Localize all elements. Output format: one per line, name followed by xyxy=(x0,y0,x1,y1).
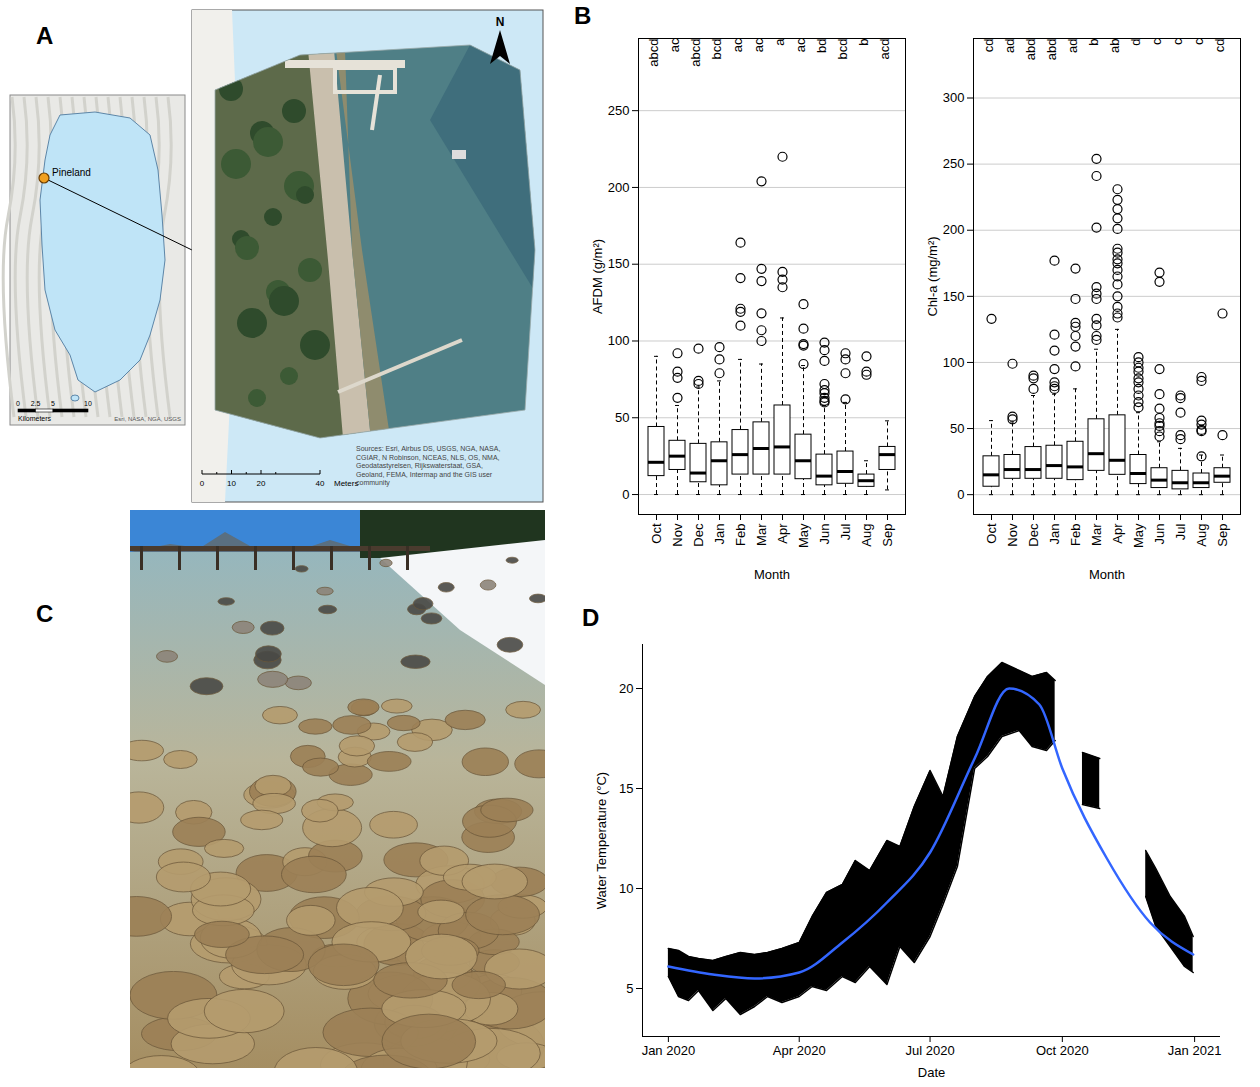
svg-text:Jul 2020: Jul 2020 xyxy=(905,1043,954,1058)
svg-text:100: 100 xyxy=(608,333,630,348)
svg-text:ac: ac xyxy=(667,38,682,52)
svg-text:150: 150 xyxy=(943,288,965,303)
svg-text:250: 250 xyxy=(943,156,965,171)
svg-text:50: 50 xyxy=(615,410,629,425)
svg-text:bcd: bcd xyxy=(709,39,724,60)
svg-text:ac: ac xyxy=(730,38,745,52)
svg-text:Nov: Nov xyxy=(1005,523,1020,547)
svg-text:200: 200 xyxy=(943,222,965,237)
svg-text:Jun: Jun xyxy=(1152,524,1167,545)
svg-text:acd: acd xyxy=(877,39,892,60)
svg-text:ad: ad xyxy=(1002,39,1017,53)
svg-text:b: b xyxy=(1086,39,1101,46)
svg-text:Apr: Apr xyxy=(1110,523,1125,544)
svg-text:ab: ab xyxy=(1107,39,1122,53)
svg-text:bd: bd xyxy=(814,39,829,53)
svg-text:15: 15 xyxy=(619,781,633,796)
svg-text:ac: ac xyxy=(793,38,808,52)
svg-text:Jan 2020: Jan 2020 xyxy=(642,1043,696,1058)
svg-text:a: a xyxy=(771,38,787,46)
svg-text:Month: Month xyxy=(1089,567,1125,582)
svg-text:Apr: Apr xyxy=(775,523,790,544)
svg-text:Geodatastyrelsen, Rijkswaterst: Geodatastyrelsen, Rijkswaterstaat, GSA, xyxy=(356,462,483,470)
svg-text:Aug: Aug xyxy=(859,524,874,547)
svg-text:Jan: Jan xyxy=(712,524,727,545)
svg-text:Esri, NASA, NGA, USGS: Esri, NASA, NGA, USGS xyxy=(114,416,181,422)
svg-text:Mar: Mar xyxy=(1089,523,1104,546)
svg-text:Date: Date xyxy=(918,1065,945,1080)
svg-text:Geoland, FEMA, Intermap and th: Geoland, FEMA, Intermap and the GIS user xyxy=(356,471,493,479)
svg-text:100: 100 xyxy=(943,355,965,370)
svg-text:20: 20 xyxy=(619,681,633,696)
svg-text:0: 0 xyxy=(957,487,964,502)
svg-text:bcd: bcd xyxy=(835,39,850,60)
svg-text:ad: ad xyxy=(1065,39,1080,53)
svg-text:ac: ac xyxy=(751,38,766,52)
svg-text:20: 20 xyxy=(257,479,266,488)
svg-text:Sources: Esri, Airbus DS, USGS: Sources: Esri, Airbus DS, USGS, NGA, NAS… xyxy=(356,445,500,452)
svg-text:abcd: abcd xyxy=(688,39,703,67)
svg-text:cd: cd xyxy=(981,39,996,53)
svg-text:0: 0 xyxy=(200,479,205,488)
svg-text:Dec: Dec xyxy=(1026,523,1041,547)
svg-text:b: b xyxy=(856,39,871,46)
svg-text:Kilometers: Kilometers xyxy=(18,415,52,422)
svg-text:abcd: abcd xyxy=(646,39,661,67)
html-text:D: D xyxy=(582,604,600,631)
svg-text:Aug: Aug xyxy=(1194,524,1209,547)
svg-text:Dec: Dec xyxy=(691,523,706,547)
svg-text:d: d xyxy=(1128,39,1143,46)
svg-text:Jan: Jan xyxy=(1047,524,1062,545)
svg-text:10: 10 xyxy=(84,400,92,407)
svg-text:40: 40 xyxy=(316,479,325,488)
html-text:A: A xyxy=(36,22,54,49)
svg-text:Sep: Sep xyxy=(880,524,895,547)
svg-text:c: c xyxy=(1149,38,1164,45)
svg-text:CGIAR, N Robinson, NCEAS, NLS,: CGIAR, N Robinson, NCEAS, NLS, OS, NMA, xyxy=(356,454,500,461)
html-text:C: C xyxy=(36,600,54,627)
svg-text:5: 5 xyxy=(51,400,55,407)
svg-text:200: 200 xyxy=(608,180,630,195)
svg-text:Chl-a (mg/m²): Chl-a (mg/m²) xyxy=(925,236,940,316)
svg-text:Sep: Sep xyxy=(1215,524,1230,547)
svg-text:Nov: Nov xyxy=(670,523,685,547)
svg-text:Feb: Feb xyxy=(1068,524,1083,546)
svg-text:community: community xyxy=(356,479,390,487)
svg-text:Oct: Oct xyxy=(984,523,999,544)
html-text:B: B xyxy=(574,2,592,29)
svg-text:Jan 2021: Jan 2021 xyxy=(1168,1043,1222,1058)
svg-text:AFDM (g/m²): AFDM (g/m²) xyxy=(590,239,605,314)
svg-text:5: 5 xyxy=(626,981,633,996)
svg-text:Pineland: Pineland xyxy=(52,167,91,178)
svg-text:c: c xyxy=(1170,38,1185,45)
svg-text:10: 10 xyxy=(619,881,633,896)
svg-text:Jul: Jul xyxy=(838,523,853,540)
svg-text:Oct: Oct xyxy=(649,523,664,544)
svg-text:0: 0 xyxy=(16,400,20,407)
svg-text:50: 50 xyxy=(950,421,964,436)
svg-text:May: May xyxy=(1131,523,1146,548)
svg-text:Jul: Jul xyxy=(1173,523,1188,540)
svg-text:250: 250 xyxy=(608,103,630,118)
svg-text:0: 0 xyxy=(622,487,629,502)
svg-text:May: May xyxy=(796,523,811,548)
svg-text:Water Temperature (°C): Water Temperature (°C) xyxy=(594,772,609,909)
svg-text:Meters: Meters xyxy=(334,479,358,488)
svg-text:Mar: Mar xyxy=(754,523,769,546)
svg-text:N: N xyxy=(496,15,505,29)
svg-text:10: 10 xyxy=(227,479,236,488)
svg-text:abd: abd xyxy=(1044,39,1059,61)
svg-text:2.5: 2.5 xyxy=(31,400,41,407)
svg-text:150: 150 xyxy=(608,256,630,271)
svg-text:c: c xyxy=(1191,38,1206,45)
svg-text:Month: Month xyxy=(754,567,790,582)
svg-text:Oct 2020: Oct 2020 xyxy=(1036,1043,1089,1058)
svg-text:300: 300 xyxy=(943,90,965,105)
svg-text:abd: abd xyxy=(1023,39,1038,61)
svg-text:Feb: Feb xyxy=(733,524,748,546)
svg-text:Apr 2020: Apr 2020 xyxy=(773,1043,826,1058)
svg-text:Jun: Jun xyxy=(817,524,832,545)
svg-text:cd: cd xyxy=(1212,39,1227,53)
